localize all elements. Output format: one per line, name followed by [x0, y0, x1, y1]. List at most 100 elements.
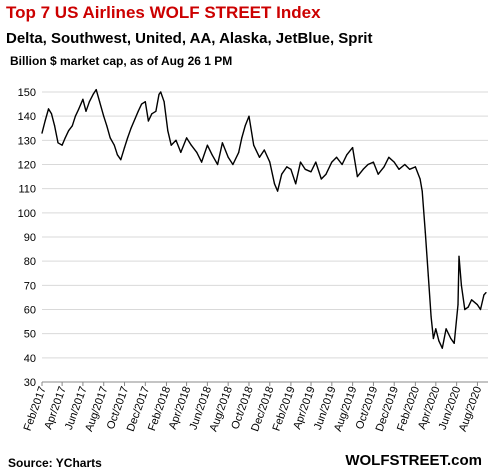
chart-description: Billion $ market cap, as of Aug 26 1 PM	[10, 54, 233, 68]
data-point	[175, 139, 177, 141]
data-point	[331, 161, 333, 163]
y-tick-label: 80	[24, 256, 36, 268]
data-point	[367, 163, 369, 166]
data-point	[377, 173, 379, 175]
data-point	[320, 178, 322, 180]
data-point	[123, 147, 126, 149]
data-point	[163, 101, 165, 103]
data-point	[295, 183, 297, 185]
data-point	[310, 171, 312, 173]
y-tick-label: 50	[24, 329, 36, 341]
data-point	[221, 142, 223, 144]
data-point	[471, 299, 473, 301]
data-point	[325, 173, 327, 175]
data-point	[464, 308, 466, 311]
data-point	[258, 156, 261, 158]
data-point	[217, 163, 219, 166]
data-point	[68, 130, 70, 132]
data-point	[336, 156, 338, 158]
data-point	[180, 151, 182, 153]
data-point	[286, 166, 288, 168]
data-point	[99, 101, 101, 103]
data-point	[109, 137, 111, 139]
data-point	[71, 125, 73, 127]
data-point	[453, 342, 455, 344]
data-point	[479, 308, 482, 311]
data-point	[248, 115, 250, 117]
y-tick-label: 60	[24, 305, 36, 317]
data-point	[427, 275, 429, 277]
data-point	[151, 113, 153, 115]
series-line	[41, 88, 487, 349]
data-point	[92, 93, 94, 95]
data-point	[238, 151, 240, 153]
y-tick-label: 140	[18, 111, 36, 123]
y-tick-label: 130	[18, 135, 36, 147]
data-point	[483, 294, 485, 296]
data-point	[424, 231, 426, 233]
data-point	[232, 163, 234, 166]
data-point	[64, 137, 66, 139]
data-point	[476, 304, 478, 306]
data-point	[362, 168, 364, 170]
data-point	[57, 142, 59, 144]
data-point	[421, 190, 423, 192]
y-tick-label: 110	[18, 184, 36, 196]
data-point	[438, 340, 440, 342]
data-point	[50, 113, 53, 115]
data-point	[54, 125, 56, 127]
data-point	[78, 108, 80, 110]
data-point	[346, 154, 348, 156]
data-point	[227, 156, 229, 158]
data-point	[144, 101, 146, 103]
data-point	[435, 328, 437, 330]
data-point	[269, 161, 271, 163]
data-point	[61, 144, 63, 146]
data-point	[450, 337, 452, 340]
data-point	[103, 115, 105, 117]
data-point	[404, 163, 406, 166]
data-point	[116, 154, 118, 156]
data-point	[160, 91, 162, 93]
data-point	[457, 304, 459, 306]
data-point	[432, 337, 434, 340]
data-point	[356, 176, 358, 178]
data-point	[290, 168, 292, 170]
data-point	[120, 159, 122, 161]
data-point	[419, 178, 421, 180]
data-point	[85, 110, 87, 112]
data-point	[206, 144, 208, 146]
data-point	[201, 161, 203, 163]
data-point	[137, 110, 139, 112]
data-point	[460, 284, 462, 286]
y-tick-label: 90	[24, 232, 36, 244]
y-tick-label: 70	[24, 280, 36, 292]
data-point	[445, 328, 447, 330]
data-point	[299, 161, 302, 163]
data-point	[113, 144, 115, 146]
brand-logo-text: WOLFSTREET.com	[345, 452, 482, 469]
data-point	[141, 103, 143, 105]
data-point	[383, 166, 385, 168]
data-point	[47, 108, 50, 110]
y-tick-label: 150	[18, 87, 36, 99]
data-point	[170, 144, 172, 146]
data-point	[341, 163, 343, 166]
data-point	[414, 166, 416, 168]
data-point	[244, 125, 246, 127]
data-point	[398, 168, 400, 170]
data-point	[186, 137, 188, 139]
data-point	[167, 130, 169, 132]
data-point	[134, 118, 136, 120]
data-point	[273, 183, 276, 185]
y-tick-label: 30	[24, 377, 36, 389]
data-point	[467, 306, 469, 308]
source-note: Source: YCharts	[8, 456, 102, 470]
data-point	[409, 168, 411, 170]
data-point	[82, 98, 84, 100]
data-point	[263, 149, 265, 151]
data-point	[44, 120, 46, 122]
data-point	[352, 147, 354, 149]
data-point	[95, 89, 97, 91]
data-point	[277, 190, 279, 192]
